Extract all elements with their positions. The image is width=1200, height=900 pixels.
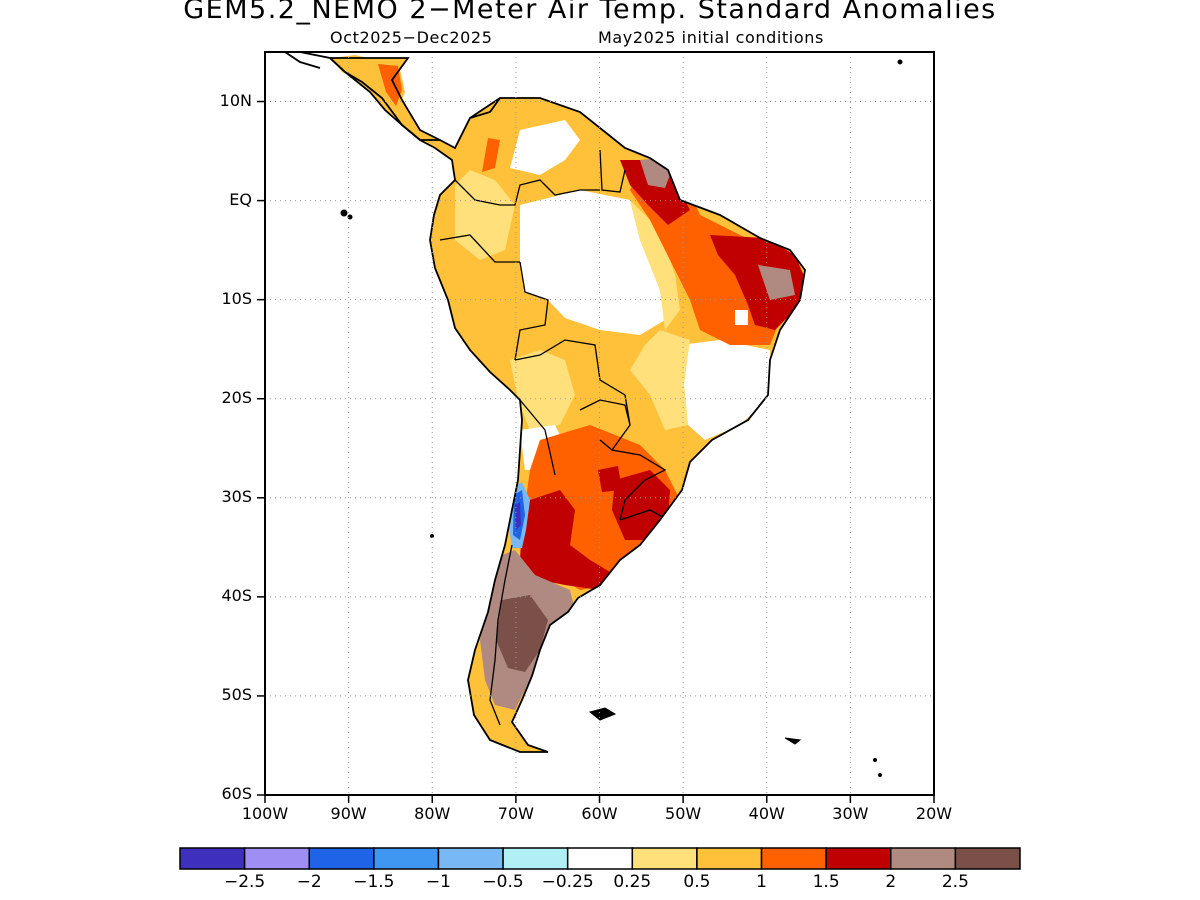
border-peru-brazil (514, 261, 549, 361)
shading-neutral-east (680, 340, 772, 440)
lat-label: 60S (221, 784, 252, 803)
border-bolivia (514, 339, 631, 426)
colorbar-swatch (696, 847, 763, 870)
lat-label: 50S (221, 684, 252, 704)
shading-cold-strong (515, 502, 521, 530)
shading-red-patch (598, 466, 622, 492)
lon-label: 60W (581, 804, 618, 823)
colorbar-swatch (437, 847, 504, 870)
shading-brown-patagonia (496, 595, 548, 672)
colorbar-swatch (760, 847, 827, 870)
colorbar-label: −2.5 (223, 872, 266, 892)
caribbean-coast (469, 97, 501, 119)
shading-red-uruguay (612, 470, 670, 540)
colorbar-swatch (179, 847, 246, 870)
colorbar-label: 1 (756, 872, 767, 892)
initial-conditions: May2025 initial conditions (598, 28, 824, 47)
lat-label: 30S (221, 486, 252, 506)
shading-neutral-amazon (520, 190, 665, 335)
shading-light-altiplano (510, 350, 575, 430)
colorbar-swatch (502, 847, 569, 870)
colorbar-swatch (308, 847, 375, 870)
colorbar-swatch (373, 847, 440, 870)
shading-orange-colombia (482, 138, 500, 172)
colorbar-label: −1 (425, 872, 451, 892)
colorbar-label: 0.5 (683, 872, 711, 892)
shading-red-northeast (710, 235, 805, 330)
south-georgia-island (784, 737, 802, 745)
colorbar-label: −1.5 (353, 872, 395, 892)
shading-neutral-patch (735, 310, 748, 325)
lon-label: 30W (832, 804, 869, 823)
lat-label: 40S (221, 585, 252, 605)
shading-light-colombia (455, 170, 515, 260)
border-ecuador-peru (439, 234, 520, 263)
lon-label: 70W (497, 804, 534, 823)
mexico-coastline (284, 52, 321, 69)
colorbar-swatch (954, 847, 1021, 870)
colorbar-swatch (243, 847, 310, 870)
forecast-period: Oct2025−Dec2025 (330, 28, 493, 47)
colorbar-label: 2 (885, 872, 897, 892)
lat-label: 10S (221, 288, 252, 308)
lon-label: 50W (665, 804, 702, 823)
central-america-coastline (299, 52, 440, 141)
shading-light-amazon-edge (630, 200, 680, 330)
colorbar-swatch (890, 847, 957, 870)
border-guyana (599, 149, 626, 193)
map-frame (264, 51, 935, 796)
cape-verde-island (897, 59, 903, 65)
shading-light-central (630, 330, 690, 430)
lon-label: 40W (748, 804, 785, 823)
colorbar-label: 0.25 (613, 872, 652, 892)
lon-label: 80W (414, 804, 451, 823)
south-sandwich-island (873, 758, 877, 762)
shading-neutral-north (510, 120, 580, 175)
colorbar-swatch (825, 847, 892, 870)
colorbar-label: 2.5 (941, 872, 969, 892)
shading-red-pampas (520, 490, 615, 590)
colorbar (179, 847, 1021, 870)
coastlines (284, 52, 806, 753)
lon-label: 90W (330, 804, 367, 823)
map-title: GEM5.2_NEMO 2−Meter Air Temp. Standard A… (183, 0, 997, 25)
lon-label: 20W (915, 804, 953, 823)
border-colombia-venezuela (454, 179, 600, 206)
lat-label: 20S (221, 387, 252, 407)
lon-label: 100W (241, 804, 289, 823)
south-sandwich-island (878, 773, 882, 777)
colorbar-label: 1.5 (812, 872, 840, 892)
colorbar-swatch (566, 847, 634, 870)
border-argentina-brazil (611, 449, 667, 521)
colorbar-label: −2 (296, 872, 322, 892)
shading-mauve-northeast (758, 265, 795, 300)
lat-label: EQ (229, 189, 252, 209)
colorbar-label: −0.25 (541, 872, 594, 892)
colorbar-label: −0.5 (482, 872, 524, 892)
border-chile-argentina-south (489, 544, 513, 726)
border-paraguay (579, 399, 631, 451)
shading-red-guiana (620, 160, 690, 225)
falkland-islands (588, 707, 617, 721)
colorbar-swatch (631, 847, 698, 870)
border-chile-argentina-north (519, 399, 556, 476)
lat-label: 10N (219, 90, 252, 110)
axis-ticks (257, 100, 935, 803)
galapagos-island (340, 209, 348, 217)
